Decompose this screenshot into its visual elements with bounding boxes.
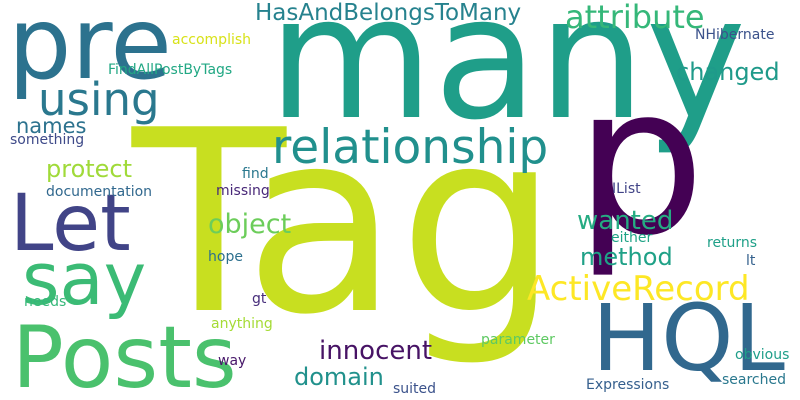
word-gt: gt xyxy=(252,291,267,307)
word-hope: hope xyxy=(208,249,243,265)
word-posts: Posts xyxy=(12,308,237,400)
word-anything: anything xyxy=(211,316,273,332)
word-obvious: obvious xyxy=(735,347,790,363)
word-tag: Tag xyxy=(132,77,559,370)
word-searched: searched xyxy=(722,372,787,388)
word-suited: suited xyxy=(393,381,437,397)
word-findallpostbytags: FindAllPostByTags xyxy=(108,62,233,78)
word-returns: returns xyxy=(707,235,758,251)
word-protect: protect xyxy=(46,155,133,183)
word-object: object xyxy=(208,209,292,240)
word-names: names xyxy=(16,114,87,138)
word-domain: domain xyxy=(294,363,384,391)
word-changed: changed xyxy=(676,58,780,86)
word-wanted: wanted xyxy=(577,206,674,236)
word-parameter: parameter xyxy=(481,332,555,348)
word-accomplish: accomplish xyxy=(172,32,252,48)
word-expressions: Expressions xyxy=(586,377,670,393)
word-documentation: documentation xyxy=(46,184,153,200)
word-hasandbelongstomany: HasAndBelongsToMany xyxy=(255,0,522,26)
word-attribute: attribute xyxy=(565,0,705,36)
word-many: many xyxy=(268,0,747,158)
word-missing: missing xyxy=(216,183,270,199)
word-needs: needs xyxy=(24,294,67,310)
word-way: way xyxy=(218,353,247,369)
word-lt: lt xyxy=(746,253,756,269)
word-innocent: innocent xyxy=(319,336,433,366)
word-let: Let xyxy=(10,179,131,269)
word-method: method xyxy=(580,243,673,271)
word-find: find xyxy=(242,166,269,182)
word-using: using xyxy=(38,73,160,126)
word-hql: HQL xyxy=(592,285,785,392)
word-nhibernate: NHibernate xyxy=(695,27,775,43)
word-say: say xyxy=(22,237,147,321)
word-something: something xyxy=(10,132,85,148)
word-pre: pre xyxy=(8,0,172,102)
word-activerecord: ActiveRecord xyxy=(527,269,750,309)
word-relationship: relationship xyxy=(272,120,549,175)
word-ilist: IList xyxy=(612,181,641,197)
word-either: either xyxy=(611,230,653,246)
word-p: p xyxy=(575,43,706,281)
